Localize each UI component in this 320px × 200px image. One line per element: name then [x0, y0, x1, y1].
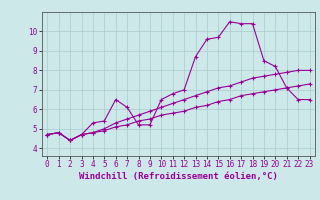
X-axis label: Windchill (Refroidissement éolien,°C): Windchill (Refroidissement éolien,°C) [79, 172, 278, 181]
